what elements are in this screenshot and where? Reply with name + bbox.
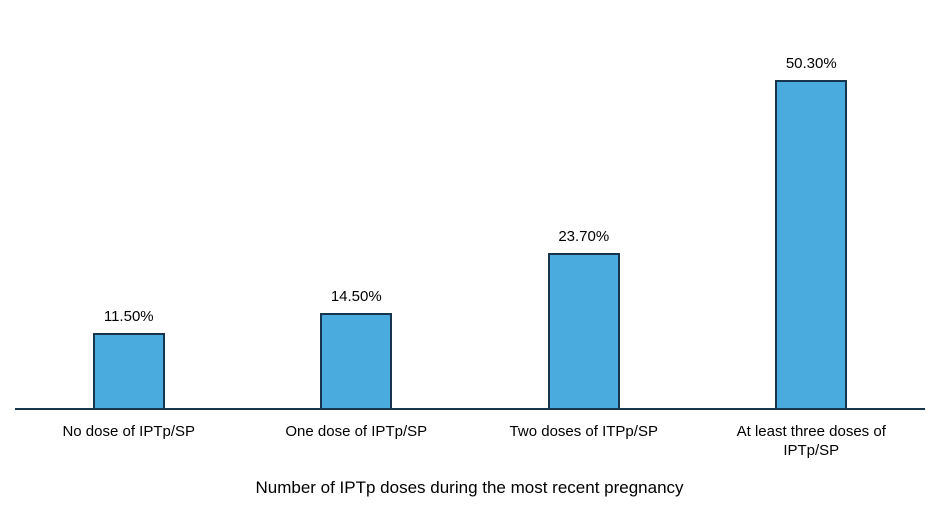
x-axis-category-label: Two doses of ITPp/SP (509, 423, 658, 440)
x-axis-category-label: No dose of IPTp/SP (62, 423, 196, 440)
bar-value-label: 11.50% (103, 308, 154, 325)
category-slot-0: No dose of IPTp/SP (15, 410, 243, 460)
bar-2 (547, 253, 620, 408)
bar-0 (92, 333, 165, 408)
x-axis-title: Number of IPTp doses during the most rec… (255, 478, 684, 497)
bar-slot-2: 23.70% (470, 0, 698, 408)
category-slot-3: At least three doses of IPTp/SP (698, 410, 926, 460)
bar-slot-1: 14.50% (243, 0, 471, 408)
bar-3 (775, 80, 848, 408)
x-axis-category-row: No dose of IPTp/SP One dose of IPTp/SP Two… (15, 410, 925, 460)
x-axis-category-label: One dose of IPTp/SP (285, 423, 428, 440)
bar-value-label: 50.30% (785, 55, 837, 72)
category-slot-1: One dose of IPTp/SP (243, 410, 471, 460)
category-slot-2: Two doses of ITPp/SP (470, 410, 698, 460)
bar-column-0: 11.50% (92, 308, 165, 408)
bar-slot-0: 11.50% (15, 0, 243, 408)
bar-column-2: 23.70% (547, 228, 620, 408)
bar-1 (320, 313, 393, 408)
bar-value-label: 14.50% (330, 288, 382, 305)
x-axis-category-label: At least three doses of IPTp/SP (736, 423, 886, 459)
bar-column-1: 14.50% (320, 288, 393, 408)
bar-column-3: 50.30% (775, 55, 848, 408)
bar-slot-3: 50.30% (698, 0, 926, 408)
bar-value-label: 23.70% (558, 228, 610, 245)
plot-area: 11.50% 14.50% 23.70% 50.30% (15, 0, 925, 410)
